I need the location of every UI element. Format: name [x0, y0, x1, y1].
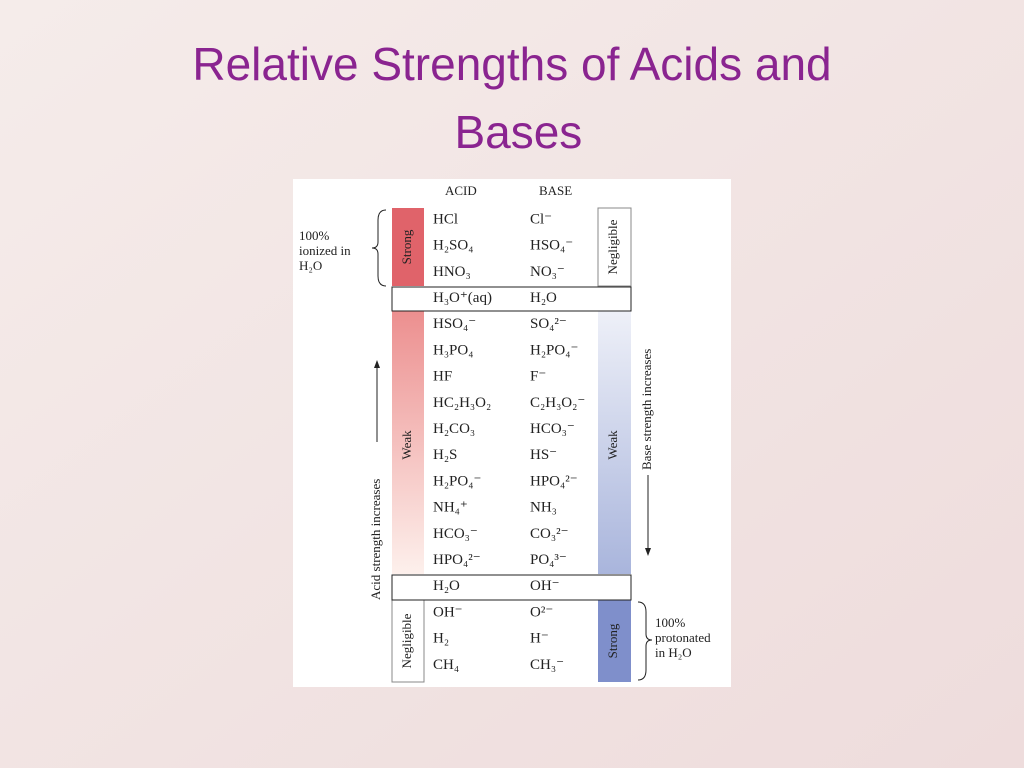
acid-formula: HF [433, 369, 452, 385]
acid-formula: H₂S [433, 447, 457, 463]
acid-formula: HCO₃⁻ [433, 526, 478, 542]
acid-formula: HCl [433, 211, 458, 227]
acid-weak-bar [392, 311, 424, 574]
acid-formula: H₂CO₃ [433, 421, 475, 437]
acid-formula: CH₄ [433, 657, 459, 673]
base-weak-bar [598, 311, 631, 574]
brace [637, 601, 653, 681]
acid-strong-bar [392, 208, 424, 286]
base-formula: H⁻ [530, 631, 549, 647]
base-negligible-label: Negligible [605, 219, 620, 274]
acid-note: H₂O [299, 258, 322, 273]
slide-title: Relative Strengths of Acids and Bases [192, 38, 831, 158]
base-formula: O²⁻ [530, 604, 553, 620]
base-formula: F⁻ [530, 369, 546, 385]
acid-formula: HC₂H₃O₂ [433, 395, 491, 411]
figure-panel [293, 179, 731, 687]
base-negligible-bar [597, 207, 632, 287]
base-formula: H₂PO₄⁻ [530, 342, 578, 358]
column-header: ACID [445, 183, 477, 198]
base-formula: C₂H₃O₂⁻ [530, 395, 585, 411]
acid-weak-label: Weak [399, 430, 414, 460]
base-formula: H₂O [530, 290, 557, 306]
base-formula: CO₃²⁻ [530, 526, 568, 542]
acid-negligible-label: Negligible [399, 613, 414, 668]
acid-note: ionized in [299, 243, 351, 258]
acid-strong-label: Strong [399, 229, 414, 264]
acid-formula: HNO₃ [433, 264, 471, 280]
base-formula: PO₄³⁻ [530, 552, 567, 568]
acid-arrow-label: Acid strength increases [368, 479, 383, 600]
base-note: protonated [655, 630, 711, 645]
acid-formula: HPO₄²⁻ [433, 552, 481, 568]
brace [371, 209, 387, 287]
acid-formula: H₂ [433, 631, 449, 647]
base-arrow-label: Base strength increases [639, 349, 654, 470]
acid-formula: H₂O [433, 578, 460, 594]
base-formula: Cl⁻ [530, 211, 552, 227]
base-weak-label: Weak [605, 430, 620, 460]
acid-formula: H₂SO₄ [433, 238, 473, 254]
water-box [391, 286, 632, 312]
base-formula: HPO₄²⁻ [530, 473, 578, 489]
base-formula: HS⁻ [530, 447, 557, 463]
base-formula: NO₃⁻ [530, 264, 565, 280]
base-formula: OH⁻ [530, 578, 560, 594]
acid-formula: NH₄⁺ [433, 500, 468, 516]
base-strong-label: Strong [605, 623, 620, 658]
base-strong-bar [598, 600, 631, 682]
acid-formula: H₃O⁺(aq) [433, 290, 492, 306]
acid-formula: HSO₄⁻ [433, 316, 476, 332]
base-formula: HCO₃⁻ [530, 421, 575, 437]
base-note: in H₂O [655, 645, 692, 660]
base-formula: NH₃ [530, 500, 557, 516]
acid-negligible-bar [391, 599, 425, 683]
column-header: BASE [539, 183, 572, 198]
acid-formula: H₂PO₄⁻ [433, 473, 481, 489]
base-formula: CH₃⁻ [530, 657, 564, 673]
water-box [391, 574, 632, 601]
acid-formula: H₃PO₄ [433, 342, 473, 358]
acid-note: 100% [299, 228, 330, 243]
base-formula: SO₄²⁻ [530, 316, 567, 332]
acid-formula: OH⁻ [433, 604, 463, 620]
base-formula: HSO₄⁻ [530, 238, 573, 254]
base-note: 100% [655, 615, 686, 630]
